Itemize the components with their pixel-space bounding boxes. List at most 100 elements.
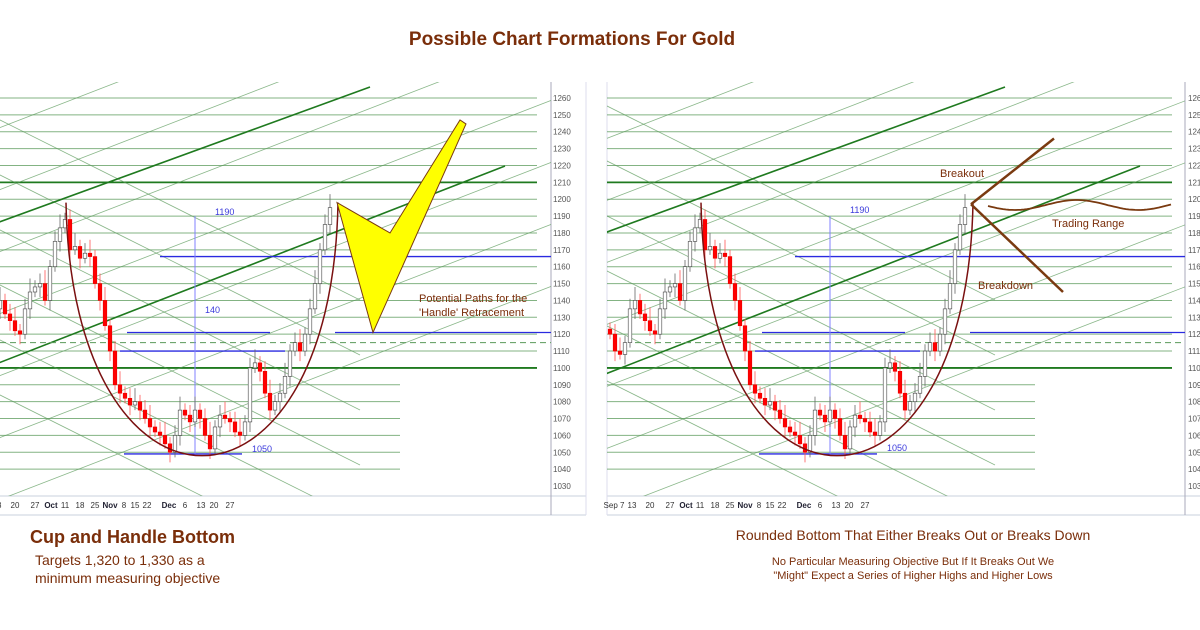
up-candle bbox=[917, 376, 923, 394]
y-tick-label: 1040 bbox=[1188, 465, 1200, 474]
up-candle bbox=[327, 207, 333, 225]
up-candle bbox=[272, 401, 278, 411]
x-tick-label: 15 bbox=[131, 501, 140, 510]
y-tick-label: 1260 bbox=[1188, 94, 1200, 103]
scenario-lines bbox=[970, 137, 1172, 293]
down-candle bbox=[822, 414, 828, 423]
left-y-axis: 1030 1040 1050 1060 1070 1080 1090 1100 1110 1120… bbox=[553, 94, 571, 491]
x-tick-label: 18 bbox=[76, 501, 85, 510]
down-candle bbox=[297, 342, 303, 352]
trend-channel-line bbox=[607, 82, 1075, 263]
down-candle bbox=[197, 409, 203, 419]
y-tick-label: 1240 bbox=[553, 128, 571, 137]
y-tick-label: 1250 bbox=[1188, 111, 1200, 120]
down-candle bbox=[162, 435, 168, 445]
down-candle bbox=[222, 414, 228, 419]
measure-top-label: 1190 bbox=[850, 205, 869, 215]
down-candle bbox=[862, 418, 868, 423]
right-chart-panel: 1030104010501060107010801090110011101120… bbox=[604, 82, 1200, 516]
left-caption: Cup and Handle Bottom bbox=[30, 527, 235, 547]
y-tick-label: 1120 bbox=[1188, 330, 1200, 339]
x-tick-label: 25 bbox=[726, 501, 735, 510]
up-candle bbox=[192, 409, 198, 423]
down-candle bbox=[817, 409, 823, 416]
down-candle bbox=[122, 392, 128, 399]
major-trend-line bbox=[0, 86, 371, 223]
y-tick-label: 1250 bbox=[553, 111, 571, 120]
down-candle bbox=[182, 409, 188, 416]
trading-range-wave bbox=[987, 199, 1172, 211]
down-candle bbox=[702, 219, 708, 251]
down-candle bbox=[897, 370, 903, 394]
down-candle bbox=[837, 418, 843, 436]
y-tick-label: 1070 bbox=[1188, 415, 1200, 424]
up-candle bbox=[962, 207, 968, 225]
up-candle bbox=[47, 266, 53, 301]
y-tick-label: 1190 bbox=[553, 212, 571, 221]
up-candle bbox=[717, 252, 723, 259]
down-candle bbox=[227, 418, 233, 423]
down-candle bbox=[797, 435, 803, 445]
down-candle bbox=[792, 431, 798, 436]
up-candle bbox=[887, 362, 893, 369]
x-tick-label: Nov bbox=[102, 501, 118, 510]
y-tick-label: 1120 bbox=[553, 330, 571, 339]
down-candle bbox=[727, 256, 733, 284]
y-tick-label: 1210 bbox=[1188, 178, 1200, 187]
down-candle bbox=[42, 283, 48, 301]
up-candle bbox=[322, 224, 328, 251]
down-candle bbox=[712, 246, 718, 259]
down-candle bbox=[757, 392, 763, 399]
x-tick-label: 13 bbox=[0, 501, 2, 510]
up-candle bbox=[32, 286, 38, 293]
y-tick-label: 1190 bbox=[1188, 212, 1200, 221]
up-candle bbox=[882, 367, 888, 423]
trend-channel-line bbox=[607, 82, 915, 201]
x-tick-label: 27 bbox=[226, 501, 235, 510]
trading-range-label: Trading Range bbox=[1052, 218, 1124, 230]
down-candle bbox=[677, 283, 683, 301]
down-candle bbox=[647, 320, 653, 332]
down-candle bbox=[67, 219, 73, 251]
down-candle bbox=[147, 418, 153, 428]
down-candle bbox=[102, 300, 108, 327]
y-tick-label: 1220 bbox=[553, 161, 571, 170]
x-tick-label: 15 bbox=[766, 501, 775, 510]
left-chart-panel: 1030104010501060107010801090110011101120… bbox=[0, 82, 587, 516]
down-candle bbox=[237, 431, 243, 436]
y-tick-label: 1150 bbox=[1188, 280, 1200, 289]
x-tick-label: Oct bbox=[44, 501, 58, 510]
down-candle bbox=[257, 362, 263, 372]
trend-channel-line bbox=[0, 82, 119, 128]
down-candle bbox=[752, 384, 758, 394]
up-candle bbox=[812, 409, 818, 436]
up-candle bbox=[687, 241, 693, 268]
down-candle bbox=[92, 256, 98, 284]
down-candle bbox=[902, 392, 908, 411]
up-candle bbox=[57, 227, 63, 242]
up-candle bbox=[287, 350, 293, 377]
descending-trend-line bbox=[0, 229, 361, 411]
up-candle bbox=[907, 401, 913, 411]
handle-annotation-line-2: 'Handle' Retracement bbox=[419, 307, 524, 319]
breakdown-path-line bbox=[970, 203, 1064, 293]
down-candle bbox=[12, 320, 18, 332]
x-tick-label: 11 bbox=[61, 501, 70, 510]
up-candle bbox=[242, 421, 248, 436]
y-tick-label: 1210 bbox=[553, 178, 571, 187]
y-tick-label: 1140 bbox=[553, 296, 571, 305]
x-tick-label: 20 bbox=[845, 501, 854, 510]
up-candle bbox=[217, 414, 223, 428]
down-candle bbox=[787, 426, 793, 433]
up-candle bbox=[277, 392, 283, 402]
up-candle bbox=[22, 308, 28, 335]
descending-trend-line bbox=[607, 105, 996, 301]
up-candle bbox=[132, 401, 138, 406]
down-candle bbox=[842, 435, 848, 450]
down-candle bbox=[232, 421, 238, 433]
down-candle bbox=[262, 370, 268, 394]
left-subcaption-line-1: Targets 1,320 to 1,330 as a bbox=[35, 552, 205, 568]
y-tick-label: 1200 bbox=[553, 195, 571, 204]
down-candle bbox=[267, 392, 273, 411]
